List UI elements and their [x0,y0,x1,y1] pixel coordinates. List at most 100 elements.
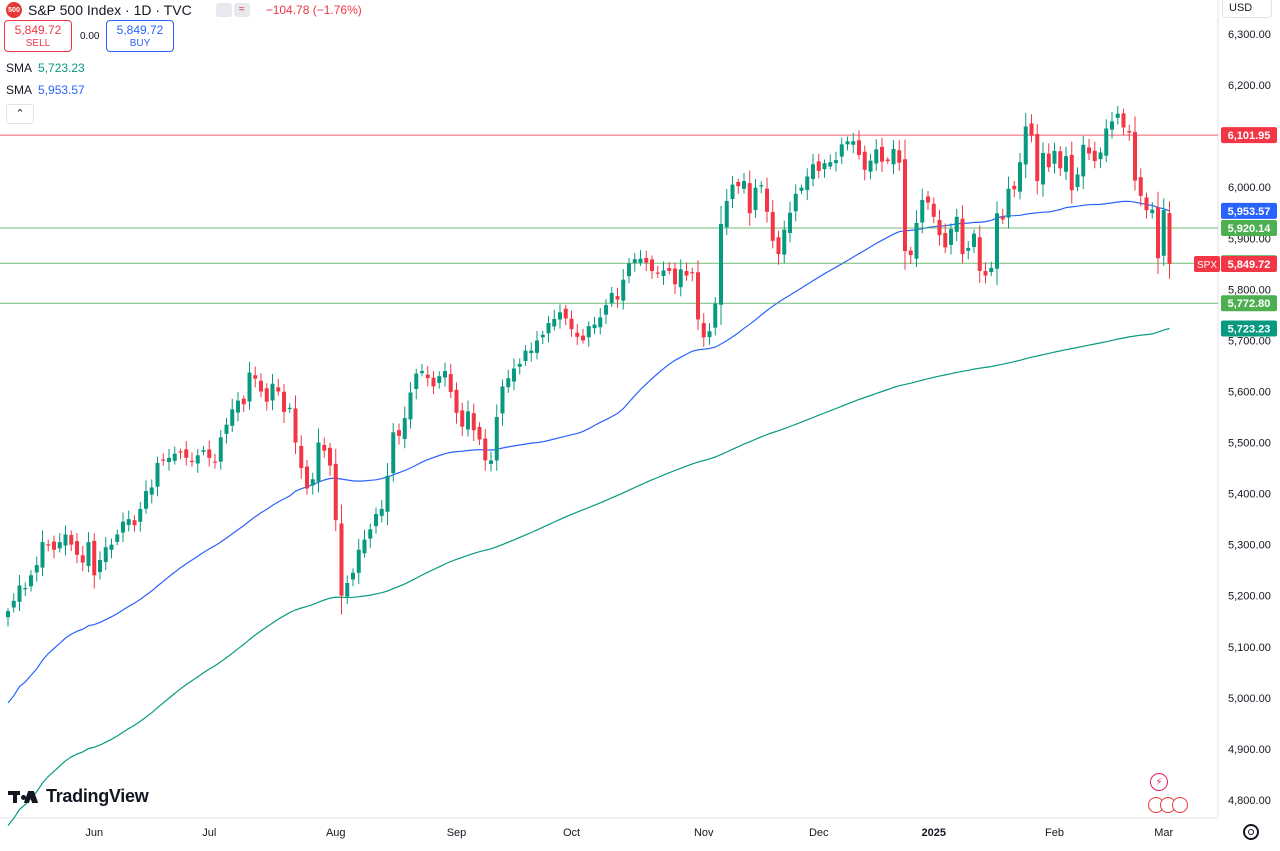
candle-body [954,216,959,232]
candle-body [126,519,131,525]
candle-body [828,162,833,167]
candle-body [604,305,608,315]
candle-body [172,453,177,461]
candle-body [57,542,62,549]
candle-body [1006,188,1011,218]
time-axis[interactable]: Jun Jul Aug Sep Oct Nov Dec 2025 Feb Mar [85,827,1173,839]
lightning-icon[interactable]: ⚡ [1150,773,1168,791]
sma-slow-line [7,327,1170,826]
sma-legend-slow[interactable]: SMA 5,723.23 [6,61,85,75]
time-tick-label: 2025 [922,827,946,839]
collapse-legend-button[interactable]: ⌃ [6,104,34,124]
candle-body [466,411,470,430]
price-axis[interactable]: 4,800.00 4,900.00 5,000.00 5,100.00 5,200.00… [1228,29,1271,807]
candle-body [920,199,925,223]
candle-body [253,375,258,379]
sma-legend-fast[interactable]: SMA 5,953.57 [6,83,85,97]
candle-body [443,371,447,378]
candle-body [1081,144,1086,177]
candle-body [753,187,758,211]
candle-body [650,259,654,271]
candle-body [730,184,735,200]
candle-body [103,547,108,563]
candle-body [759,185,764,187]
candle-body [339,523,344,596]
price-tick-label: 6,300.00 [1228,29,1271,41]
candle-body [425,374,430,379]
candle-body [500,386,505,414]
symbol-tag-bg [1194,255,1220,272]
candle-body [908,250,913,256]
candle-body [1144,197,1149,211]
candle-body [719,223,723,305]
candle-body [483,438,488,461]
candle-body [621,279,626,301]
buy-button[interactable]: 5,849.72 BUY [106,20,174,52]
candle-body [328,447,332,466]
candle-body [1087,147,1091,154]
candle-body [563,308,568,319]
candle-body [282,391,286,412]
candle-body [914,222,919,259]
symbol-header[interactable]: 500 S&P 500 Index · 1D · TVC ≈ −104.78 (… [0,0,362,20]
candle-body [609,292,614,304]
sma-value: 5,723.23 [38,61,85,75]
candle-body [811,164,815,179]
candle-body [943,233,948,248]
candle-body [644,257,649,263]
candle-body [86,542,91,567]
price-lines [0,134,1218,304]
candle-body [1029,123,1034,136]
price-tick-label: 4,800.00 [1228,795,1271,807]
currency-select[interactable]: USD [1222,0,1272,18]
sell-button[interactable]: 5,849.72 SELL [4,20,72,52]
candle-body [431,377,436,387]
candle-body [109,544,114,550]
symbol-title[interactable]: S&P 500 Index · 1D · TVC [28,2,192,18]
price-badge: 5,953.57 [1228,206,1271,218]
candle-body [667,268,672,271]
candle-body [132,520,137,526]
candle-body [1138,177,1143,196]
candle-body [218,437,223,462]
price-line-label-bg [1221,127,1277,144]
economic-events-icon[interactable] [1148,797,1196,815]
candle-body [23,588,28,590]
candle-body [379,508,384,516]
candle-body [448,374,453,392]
time-tick-label: Oct [563,827,580,839]
sma-fast-line [7,200,1170,704]
candle-body [788,212,792,234]
candle-body [816,161,821,171]
chevron-up-icon: ⌃ [15,108,25,120]
candle-body [460,410,465,427]
candle-body [891,148,896,165]
tradingview-logo[interactable]: TradingView [8,786,149,807]
price-line-label-bg [1221,219,1277,236]
price-tick-label: 5,000.00 [1228,693,1271,705]
candle-body [17,585,22,602]
candle-body [236,400,240,413]
candle-body [862,151,867,170]
candle-body [1156,207,1160,259]
spread-value: 0.00 [80,31,100,42]
candle-body [305,466,309,489]
price-badge: 5,723.23 [1228,324,1271,336]
gear-icon[interactable] [1243,824,1259,840]
candle-body [80,555,85,563]
candle-body [190,460,194,463]
price-badge-bg [1221,255,1277,272]
time-tick-label: Sep [447,827,467,839]
price-badge: 5,849.72 [1228,259,1271,271]
candle-body [880,146,884,162]
candle-body [402,418,407,440]
candle-body [552,318,557,327]
candle-body [517,363,522,367]
candle-body [241,398,246,405]
candle-body [6,611,10,618]
time-tick-label: Jul [202,827,216,839]
sma-name: SMA [6,83,33,97]
candle-body [615,296,620,300]
candle-body [966,247,971,251]
